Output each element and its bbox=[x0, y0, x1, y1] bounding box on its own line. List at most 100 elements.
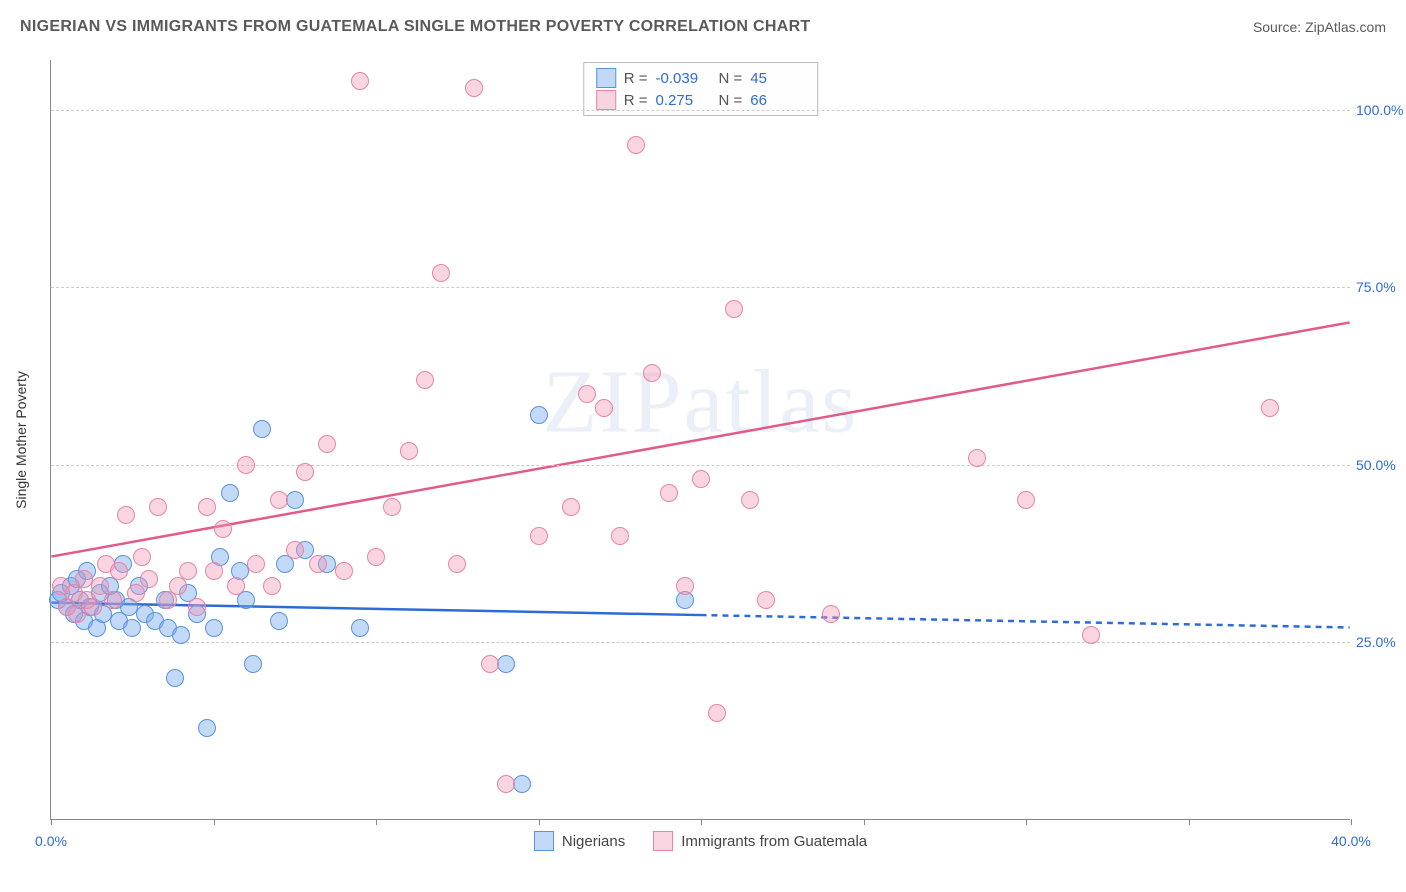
data-point bbox=[530, 406, 548, 424]
data-point bbox=[227, 577, 245, 595]
legend-swatch bbox=[596, 68, 616, 88]
data-point bbox=[221, 484, 239, 502]
data-point bbox=[205, 562, 223, 580]
data-point bbox=[1082, 626, 1100, 644]
data-point bbox=[968, 449, 986, 467]
data-point bbox=[318, 435, 336, 453]
data-point bbox=[757, 591, 775, 609]
data-point bbox=[448, 555, 466, 573]
x-tick bbox=[701, 819, 702, 825]
data-point bbox=[127, 584, 145, 602]
data-point bbox=[84, 598, 102, 616]
data-point bbox=[244, 655, 262, 673]
data-point bbox=[643, 364, 661, 382]
data-point bbox=[253, 420, 271, 438]
data-point bbox=[1261, 399, 1279, 417]
x-tick bbox=[1351, 819, 1352, 825]
y-tick-label: 25.0% bbox=[1356, 634, 1406, 650]
data-point bbox=[179, 562, 197, 580]
y-axis-title: Single Mother Poverty bbox=[13, 371, 29, 509]
source-attribution: Source: ZipAtlas.com bbox=[1253, 19, 1386, 35]
x-tick bbox=[539, 819, 540, 825]
data-point bbox=[214, 520, 232, 538]
data-point bbox=[383, 498, 401, 516]
data-point bbox=[133, 548, 151, 566]
data-point bbox=[595, 399, 613, 417]
data-point bbox=[166, 669, 184, 687]
data-point bbox=[270, 612, 288, 630]
data-point bbox=[172, 626, 190, 644]
data-point bbox=[1017, 491, 1035, 509]
data-point bbox=[247, 555, 265, 573]
gridline bbox=[51, 642, 1350, 643]
stat-r-value: -0.039 bbox=[656, 70, 711, 87]
data-point bbox=[676, 577, 694, 595]
y-tick-label: 50.0% bbox=[1356, 457, 1406, 473]
data-point bbox=[530, 527, 548, 545]
stat-n-label: N = bbox=[719, 70, 743, 87]
data-point bbox=[351, 72, 369, 90]
data-point bbox=[263, 577, 281, 595]
data-point bbox=[198, 498, 216, 516]
data-point bbox=[497, 775, 515, 793]
data-point bbox=[205, 619, 223, 637]
legend-item: Nigerians bbox=[534, 831, 625, 851]
data-point bbox=[270, 491, 288, 509]
stats-row: R = 0.275 N = 66 bbox=[596, 89, 806, 111]
trendlines-layer bbox=[51, 60, 1350, 819]
data-point bbox=[296, 463, 314, 481]
scatter-plot: ZIPatlas Single Mother Poverty R = -0.03… bbox=[50, 60, 1350, 820]
data-point bbox=[660, 484, 678, 502]
x-tick bbox=[376, 819, 377, 825]
x-tick bbox=[1189, 819, 1190, 825]
stat-n-label: N = bbox=[719, 92, 743, 109]
data-point bbox=[309, 555, 327, 573]
x-tick bbox=[1026, 819, 1027, 825]
y-tick-label: 75.0% bbox=[1356, 279, 1406, 295]
data-point bbox=[578, 385, 596, 403]
x-tick-label: 40.0% bbox=[1331, 833, 1371, 849]
data-point bbox=[708, 704, 726, 722]
data-point bbox=[198, 719, 216, 737]
stat-n-value: 45 bbox=[750, 70, 805, 87]
data-point bbox=[741, 491, 759, 509]
data-point bbox=[513, 775, 531, 793]
data-point bbox=[117, 506, 135, 524]
data-point bbox=[104, 591, 122, 609]
data-point bbox=[140, 570, 158, 588]
data-point bbox=[725, 300, 743, 318]
data-point bbox=[335, 562, 353, 580]
legend-item: Immigrants from Guatemala bbox=[653, 831, 867, 851]
data-point bbox=[822, 605, 840, 623]
x-tick bbox=[51, 819, 52, 825]
chart-title: NIGERIAN VS IMMIGRANTS FROM GUATEMALA SI… bbox=[20, 18, 811, 36]
data-point bbox=[562, 498, 580, 516]
legend-swatch bbox=[653, 831, 673, 851]
gridline bbox=[51, 110, 1350, 111]
stats-row: R = -0.039 N = 45 bbox=[596, 67, 806, 89]
legend-label: Immigrants from Guatemala bbox=[681, 833, 867, 850]
data-point bbox=[149, 498, 167, 516]
y-tick-label: 100.0% bbox=[1356, 102, 1406, 118]
gridline bbox=[51, 287, 1350, 288]
x-tick-label: 0.0% bbox=[35, 833, 67, 849]
stat-r-value: 0.275 bbox=[656, 92, 711, 109]
x-tick bbox=[864, 819, 865, 825]
data-point bbox=[286, 491, 304, 509]
data-point bbox=[481, 655, 499, 673]
data-point bbox=[465, 79, 483, 97]
data-point bbox=[237, 456, 255, 474]
data-point bbox=[416, 371, 434, 389]
series-legend: Nigerians Immigrants from Guatemala bbox=[51, 831, 1350, 851]
data-point bbox=[351, 619, 369, 637]
x-tick bbox=[214, 819, 215, 825]
data-point bbox=[110, 562, 128, 580]
data-point bbox=[400, 442, 418, 460]
stat-n-value: 66 bbox=[750, 92, 805, 109]
data-point bbox=[627, 136, 645, 154]
data-point bbox=[286, 541, 304, 559]
legend-swatch bbox=[534, 831, 554, 851]
data-point bbox=[188, 598, 206, 616]
stat-r-label: R = bbox=[624, 70, 648, 87]
correlation-stats-box: R = -0.039 N = 45 R = 0.275 N = 66 bbox=[583, 62, 819, 116]
